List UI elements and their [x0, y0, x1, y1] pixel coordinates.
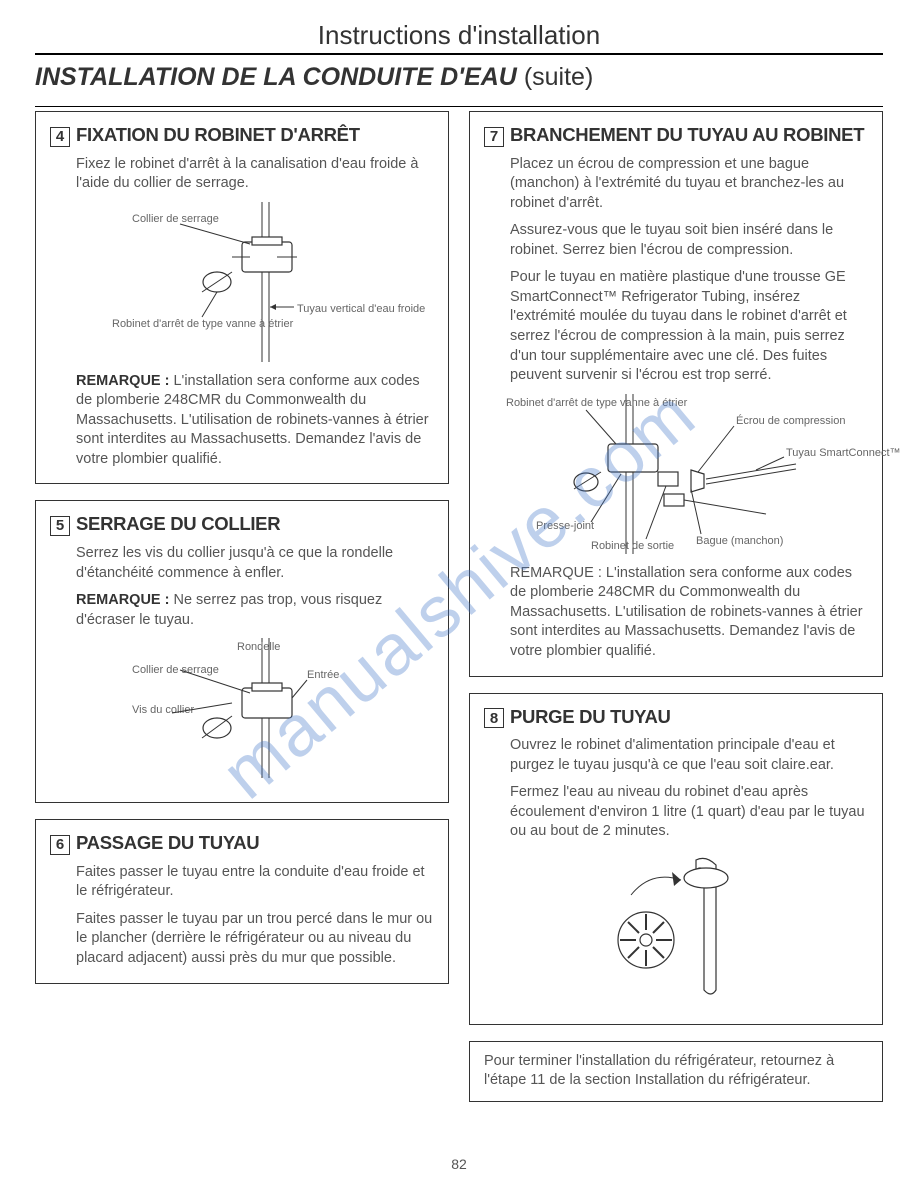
step-7-num: 7: [484, 127, 504, 147]
step-4-body: Fixez le robinet d'arrêt à la canalisati…: [50, 155, 434, 194]
footer-box: Pour terminer l'installation du réfrigér…: [469, 1041, 883, 1102]
step-5-box: 5 SERRAGE DU COLLIER Serrez les vis du c…: [35, 500, 449, 803]
right-column: 7 BRANCHEMENT DU TUYAU AU ROBINET Placez…: [469, 111, 883, 1102]
step-5-header: 5 SERRAGE DU COLLIER: [50, 513, 434, 536]
label-robinet: Robinet d'arrêt de type vanne à étrier: [506, 397, 688, 409]
rule-thin: [35, 106, 883, 107]
step-7-diagram: Robinet d'arrêt de type vanne à étrier É…: [484, 394, 868, 554]
left-column: 4 FIXATION DU ROBINET D'ARRÊT Fixez le r…: [35, 111, 449, 1102]
step-6-header: 6 PASSAGE DU TUYAU: [50, 832, 434, 855]
step-5-diagram: Collier de serrage Rondelle Entrée Vis d…: [50, 638, 434, 778]
section-title-main: INSTALLATION DE LA CONDUITE D'EAU: [35, 63, 517, 91]
step-4-box: 4 FIXATION DU ROBINET D'ARRÊT Fixez le r…: [35, 111, 449, 484]
step-7-title: BRANCHEMENT DU TUYAU AU ROBINET: [510, 124, 864, 146]
step-8-num: 8: [484, 708, 504, 728]
label-ecrou: Écrou de compression: [736, 414, 845, 427]
section-suffix: (suite): [524, 63, 593, 91]
step-6-title: PASSAGE DU TUYAU: [76, 832, 259, 854]
remark-label: REMARQUE :: [76, 592, 169, 608]
rule-thick: [35, 53, 883, 55]
step-6-body2: Faites passer le tuyau par un trou percé…: [50, 910, 434, 969]
label-presse: Presse-joint: [536, 520, 594, 532]
step-7-body1: Placez un écrou de compression et une ba…: [484, 155, 868, 214]
step-8-body2: Fermez l'eau au niveau du robinet d'eau …: [484, 783, 868, 842]
label-rondelle: Rondelle: [237, 641, 280, 653]
step-4-title: FIXATION DU ROBINET D'ARRÊT: [76, 124, 360, 146]
step-8-diagram: [484, 850, 868, 1000]
columns: 4 FIXATION DU ROBINET D'ARRÊT Fixez le r…: [35, 111, 883, 1102]
step-5-title: SERRAGE DU COLLIER: [76, 513, 280, 535]
label-collier: Collier de serrage: [132, 664, 219, 676]
step-4-remark: REMARQUE : L'installation sera conforme …: [50, 372, 434, 470]
label-tuyau-sc: Tuyau SmartConnect™: [786, 447, 901, 459]
step-5-num: 5: [50, 516, 70, 536]
label-bague: Bague (manchon): [696, 535, 783, 547]
step-4-diagram: Collier de serrage Robinet d'arrêt de ty…: [50, 202, 434, 362]
label-collier: Collier de serrage: [132, 213, 219, 225]
step-5-body: Serrez les vis du collier jusqu'à ce que…: [50, 544, 434, 583]
label-tuyau: Tuyau vertical d'eau froide: [297, 303, 425, 315]
label-vis: Vis du collier: [132, 704, 194, 716]
page-number: 82: [451, 1156, 467, 1172]
label-robinet: Robinet d'arrêt de type vanne à étrier: [112, 318, 294, 330]
step-7-box: 7 BRANCHEMENT DU TUYAU AU ROBINET Placez…: [469, 111, 883, 677]
step-5-remark: REMARQUE : Ne serrez pas trop, vous risq…: [50, 591, 434, 630]
step-7-body3: Pour le tuyau en matière plastique d'une…: [484, 268, 868, 385]
page-header: Instructions d'installation: [35, 20, 883, 51]
step-6-body1: Faites passer le tuyau entre la conduite…: [50, 863, 434, 902]
label-sortie: Robinet de sortie: [591, 540, 674, 552]
step-8-header: 8 PURGE DU TUYAU: [484, 706, 868, 729]
step-8-title: PURGE DU TUYAU: [510, 706, 671, 728]
step-6-box: 6 PASSAGE DU TUYAU Faites passer le tuya…: [35, 819, 449, 983]
step-4-header: 4 FIXATION DU ROBINET D'ARRÊT: [50, 124, 434, 147]
remark-label: REMARQUE :: [510, 565, 602, 581]
remark-label: REMARQUE :: [76, 373, 169, 389]
section-title: INSTALLATION DE LA CONDUITE D'EAU (suite…: [35, 63, 883, 92]
step-8-box: 8 PURGE DU TUYAU Ouvrez le robinet d'ali…: [469, 693, 883, 1025]
step-4-num: 4: [50, 127, 70, 147]
step-8-body1: Ouvrez le robinet d'alimentation princip…: [484, 736, 868, 775]
step-7-remark: REMARQUE : L'installation sera conforme …: [484, 564, 868, 662]
label-entree: Entrée: [307, 669, 339, 681]
step-7-header: 7 BRANCHEMENT DU TUYAU AU ROBINET: [484, 124, 868, 147]
step-6-num: 6: [50, 835, 70, 855]
step-7-body2: Assurez-vous que le tuyau soit bien insé…: [484, 221, 868, 260]
